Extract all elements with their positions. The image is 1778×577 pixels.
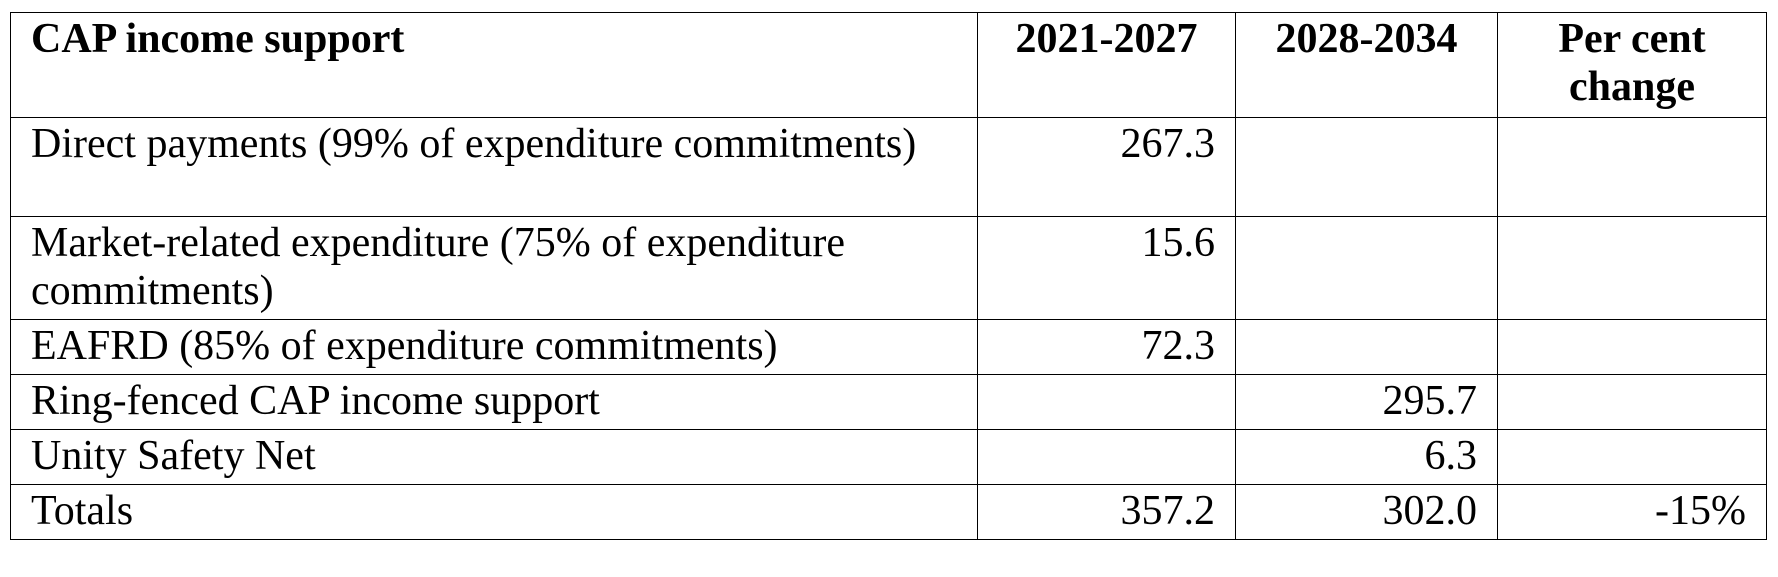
cap-income-support-table: CAP income support 2021-2027 2028-2034 P… — [10, 12, 1767, 540]
cell-per-cent-change: -15% — [1497, 484, 1767, 540]
table-row: Unity Safety Net 6.3 — [10, 429, 1767, 485]
table-row: Ring-fenced CAP income support 295.7 — [10, 374, 1767, 430]
cell-per-cent-change — [1497, 216, 1767, 320]
cell-2028-2034 — [1235, 319, 1498, 375]
header-2028-2034: 2028-2034 — [1235, 12, 1498, 118]
table-row: EAFRD (85% of expenditure commitments) 7… — [10, 319, 1767, 375]
cell-2028-2034: 295.7 — [1235, 374, 1498, 430]
row-label: Totals — [10, 484, 978, 540]
cell-per-cent-change — [1497, 429, 1767, 485]
row-label: EAFRD (85% of expenditure commitments) — [10, 319, 978, 375]
cell-per-cent-change — [1497, 374, 1767, 430]
cell-2028-2034: 6.3 — [1235, 429, 1498, 485]
cell-2021-2027 — [977, 429, 1236, 485]
row-label: Unity Safety Net — [10, 429, 978, 485]
table-row: Direct payments (99% of expenditure comm… — [10, 117, 1767, 217]
cell-2021-2027: 357.2 — [977, 484, 1236, 540]
row-label: Direct payments (99% of expenditure comm… — [10, 117, 978, 217]
header-per-cent-change: Per cent change — [1497, 12, 1767, 118]
cell-per-cent-change — [1497, 319, 1767, 375]
cell-per-cent-change — [1497, 117, 1767, 217]
table-row: Market-related expenditure (75% of expen… — [10, 216, 1767, 320]
cell-2021-2027 — [977, 374, 1236, 430]
header-row: CAP income support 2021-2027 2028-2034 P… — [10, 12, 1767, 118]
row-label: Market-related expenditure (75% of expen… — [10, 216, 978, 320]
cell-2028-2034 — [1235, 216, 1498, 320]
cell-2021-2027: 72.3 — [977, 319, 1236, 375]
cell-2028-2034: 302.0 — [1235, 484, 1498, 540]
cell-2028-2034 — [1235, 117, 1498, 217]
header-cap-income-support: CAP income support — [10, 12, 978, 118]
cell-2021-2027: 15.6 — [977, 216, 1236, 320]
row-label: Ring-fenced CAP income support — [10, 374, 978, 430]
header-2021-2027: 2021-2027 — [977, 12, 1236, 118]
cell-2021-2027: 267.3 — [977, 117, 1236, 217]
totals-row: Totals 357.2 302.0 -15% — [10, 484, 1767, 540]
